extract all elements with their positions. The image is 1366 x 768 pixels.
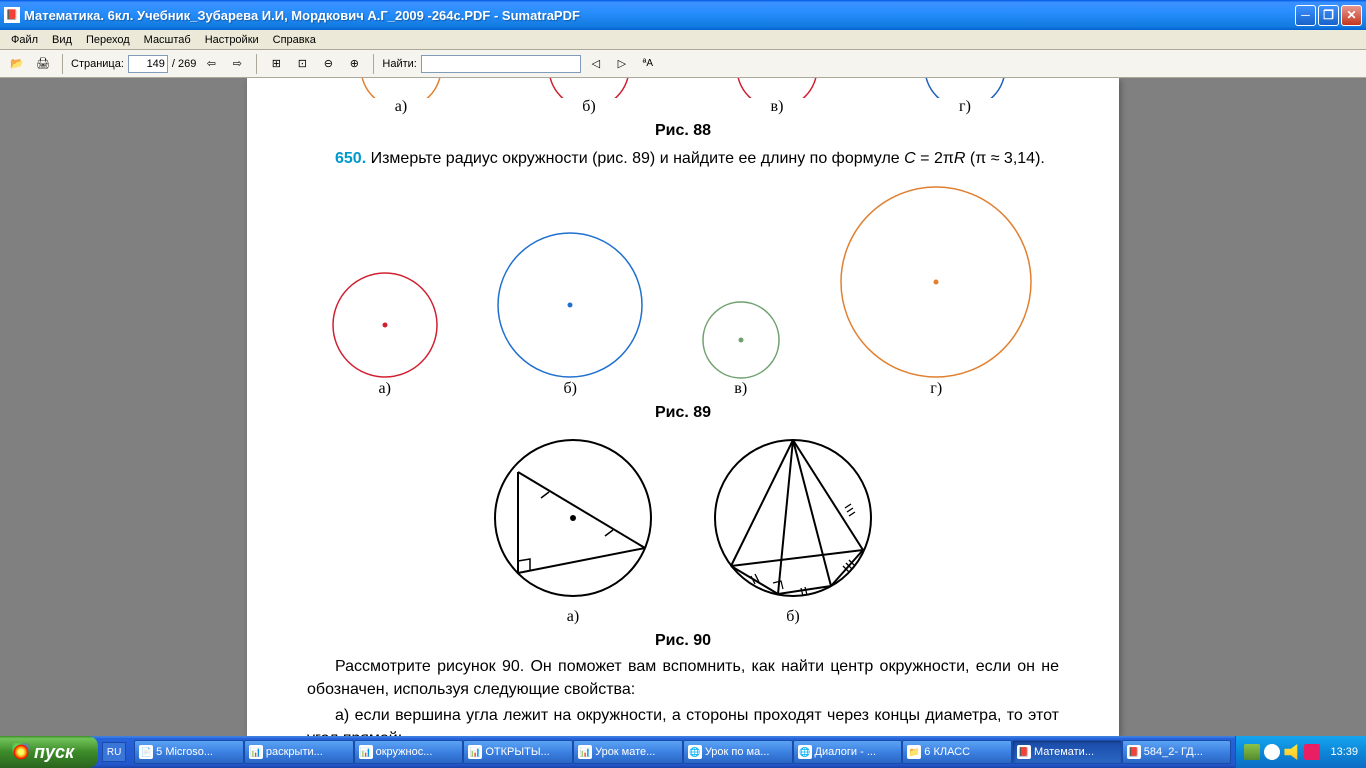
menubar: Файл Вид Переход Масштаб Настройки Справ… — [0, 30, 1366, 50]
window-title: Математика. 6кл. Учебник_Зубарева И.И, М… — [24, 8, 1295, 23]
page-total: / 269 — [172, 58, 196, 70]
find-next-icon[interactable]: ▷ — [611, 53, 633, 75]
task-item-icon: 🌐 — [798, 745, 812, 759]
match-case-icon[interactable]: ªA — [637, 53, 659, 75]
task-item-icon: 📊 — [249, 745, 263, 759]
fig90-b — [703, 428, 883, 608]
menu-file[interactable]: Файл — [4, 32, 45, 48]
task-item-label: 5 Microso... — [156, 746, 213, 758]
find-prev-icon[interactable]: ◁ — [585, 53, 607, 75]
minimize-button[interactable]: ─ — [1295, 5, 1316, 26]
task-item[interactable]: 📊окружнос... — [354, 740, 464, 764]
task-item-icon: 🌐 — [688, 745, 702, 759]
tray-icon[interactable] — [1304, 744, 1320, 760]
task-item-label: раскрыти... — [266, 746, 323, 758]
task-item-label: Математи... — [1034, 746, 1094, 758]
task-item-label: Урок мате... — [595, 746, 655, 758]
page-label: Страница: — [71, 58, 124, 70]
titlebar: 📕 Математика. 6кл. Учебник_Зубарева И.И,… — [0, 0, 1366, 30]
task-item-icon: 📁 — [907, 745, 921, 759]
task-item[interactable]: 📊раскрыти... — [244, 740, 354, 764]
task-item[interactable]: 📊Урок мате... — [573, 740, 683, 764]
fit-page-icon[interactable]: ⊡ — [291, 53, 313, 75]
tray-icon[interactable] — [1244, 744, 1260, 760]
problem-650: 650. Измерьте радиус окружности (рис. 89… — [307, 148, 1059, 170]
fig89-row: а) б) в) г) — [307, 180, 1059, 398]
find-label: Найти: — [382, 58, 416, 70]
print-icon[interactable]: 🖨 — [32, 53, 54, 75]
volume-icon[interactable] — [1284, 744, 1300, 760]
start-button[interactable]: пуск — [0, 736, 98, 768]
task-item-label: окружнос... — [376, 746, 433, 758]
pdf-page: а) б) в) г) Рис. 88 650. Измерьте радиус… — [247, 78, 1119, 736]
content-area[interactable]: а) б) в) г) Рис. 88 650. Измерьте радиус… — [0, 78, 1366, 736]
menu-zoom[interactable]: Масштаб — [137, 32, 198, 48]
task-item-label: 6 КЛАСС — [924, 746, 970, 758]
system-tray[interactable]: 13:39 — [1235, 736, 1366, 768]
task-item-icon: 📄 — [139, 745, 153, 759]
fig88-row: а) б) в) г) — [307, 78, 1059, 116]
fig90-row: а) — [307, 428, 1059, 626]
next-page-icon[interactable]: ⇨ — [226, 53, 248, 75]
task-item[interactable]: 📄5 Microso... — [134, 740, 244, 764]
menu-goto[interactable]: Переход — [79, 32, 137, 48]
tray-icon[interactable] — [1264, 744, 1280, 760]
menu-help[interactable]: Справка — [266, 32, 323, 48]
clock[interactable]: 13:39 — [1324, 746, 1358, 758]
task-item-icon: 📊 — [359, 745, 373, 759]
prev-page-icon[interactable]: ⇦ — [200, 53, 222, 75]
toolbar: 📂 🖨 Страница: / 269 ⇦ ⇨ ⊞ ⊡ ⊖ ⊕ Найти: ◁… — [0, 50, 1366, 78]
close-button[interactable]: ✕ — [1341, 5, 1362, 26]
menu-settings[interactable]: Настройки — [198, 32, 266, 48]
task-item-icon: 📊 — [578, 745, 592, 759]
zoom-in-icon[interactable]: ⊕ — [343, 53, 365, 75]
fig90-a — [483, 428, 663, 608]
taskbar: пуск RU 📄5 Microso...📊раскрыти...📊окружн… — [0, 736, 1366, 768]
menu-view[interactable]: Вид — [45, 32, 79, 48]
fig88-caption: Рис. 88 — [307, 122, 1059, 140]
task-item-label: 584_2- ГД... — [1144, 746, 1203, 758]
app-icon: 📕 — [4, 7, 20, 23]
find-input[interactable] — [421, 55, 581, 73]
page-input[interactable] — [128, 55, 168, 73]
task-items: 📄5 Microso...📊раскрыти...📊окружнос...📊ОТ… — [130, 739, 1235, 765]
fig90-caption: Рис. 90 — [307, 632, 1059, 650]
open-icon[interactable]: 📂 — [6, 53, 28, 75]
fit-width-icon[interactable]: ⊞ — [265, 53, 287, 75]
task-item[interactable]: 📊ОТКРЫТЫ... — [463, 740, 573, 764]
task-item[interactable]: 📕Математи... — [1012, 740, 1122, 764]
task-item-icon: 📕 — [1017, 745, 1031, 759]
language-indicator[interactable]: RU — [102, 742, 126, 762]
zoom-out-icon[interactable]: ⊖ — [317, 53, 339, 75]
fig89-caption: Рис. 89 — [307, 404, 1059, 422]
task-item[interactable]: 📕584_2- ГД... — [1122, 740, 1232, 764]
task-item-label: Урок по ма... — [705, 746, 770, 758]
start-icon — [12, 743, 30, 761]
task-item-icon: 📊 — [468, 745, 482, 759]
maximize-button[interactable]: ❐ — [1318, 5, 1339, 26]
task-item[interactable]: 📁6 КЛАСС — [902, 740, 1012, 764]
task-item-label: Диалоги - ... — [815, 746, 876, 758]
task-item[interactable]: 🌐Диалоги - ... — [793, 740, 903, 764]
body-paragraphs: Рассмотрите рисунок 90. Он поможет вам в… — [307, 656, 1059, 736]
task-item-label: ОТКРЫТЫ... — [485, 746, 549, 758]
task-item-icon: 📕 — [1127, 745, 1141, 759]
task-item[interactable]: 🌐Урок по ма... — [683, 740, 793, 764]
